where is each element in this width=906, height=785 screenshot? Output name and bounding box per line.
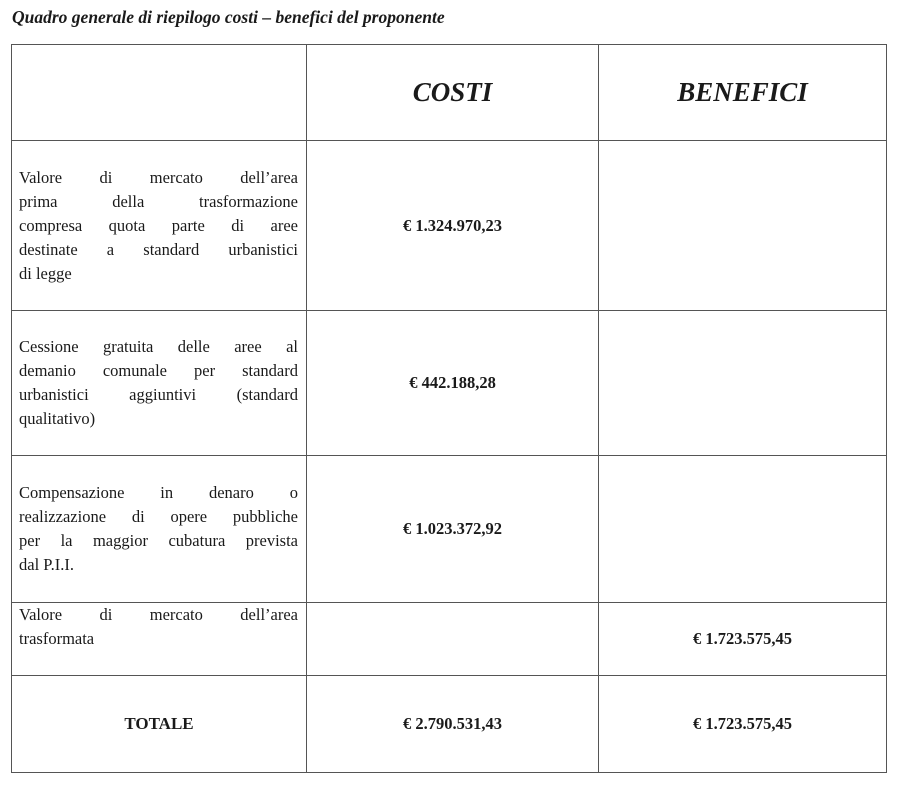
costi-value: € 442.188,28 <box>306 310 599 456</box>
total-benefici: € 1.723.575,45 <box>598 675 887 773</box>
table-row: Cessione gratuita delle aree al demanio … <box>11 310 887 456</box>
header-empty-cell <box>11 44 307 141</box>
document-title: Quadro generale di riepilogo costi – ben… <box>12 7 445 27</box>
total-label: TOTALE <box>11 675 307 773</box>
costi-value: € 1.023.372,92 <box>306 455 599 603</box>
cost-benefit-table: COSTI BENEFICI Valore di mercato dell’ar… <box>11 44 887 773</box>
table-row: Valore di mercato dell’area trasformata … <box>11 602 887 676</box>
header-benefici: BENEFICI <box>598 44 887 141</box>
costi-value <box>306 602 599 676</box>
benefici-value <box>598 140 887 311</box>
row-description: Cessione gratuita delle aree al demanio … <box>12 335 306 431</box>
table-row: Compensazione in denaro o realizzazione … <box>11 455 887 603</box>
desc-line: Valore di mercato dell’area <box>19 605 298 624</box>
desc-line: demanio comunale per standard <box>19 361 298 380</box>
desc-line: Compensazione in denaro o <box>19 483 298 502</box>
desc-line: destinate a standard urbanistici <box>19 239 298 259</box>
benefici-value: € 1.723.575,45 <box>598 602 887 676</box>
benefici-value <box>598 310 887 456</box>
desc-line: per la maggior cubatura prevista <box>19 531 298 550</box>
header-row: COSTI BENEFICI <box>11 44 887 141</box>
desc-line: dal P.I.I. <box>19 555 74 574</box>
desc-line: prima della trasformazione <box>19 191 298 211</box>
benefici-value <box>598 455 887 603</box>
row-description: Valore di mercato dell’area trasformata <box>12 603 306 651</box>
header-costi: COSTI <box>306 44 599 141</box>
desc-line: Cessione gratuita delle aree al <box>19 337 298 356</box>
desc-line: urbanistici aggiuntivi (standard <box>19 385 298 404</box>
desc-line: di legge <box>19 263 72 283</box>
desc-line: trasformata <box>19 629 95 648</box>
desc-line: realizzazione di opere pubbliche <box>19 507 298 526</box>
row-description: Valore di mercato dell’area prima della … <box>12 166 306 286</box>
desc-line: Valore di mercato dell’area <box>19 167 298 187</box>
row-description: Compensazione in denaro o realizzazione … <box>12 481 306 577</box>
total-costi: € 2.790.531,43 <box>306 675 599 773</box>
desc-line: compresa quota parte di aree <box>19 215 298 235</box>
desc-line: qualitativo) <box>19 409 96 428</box>
table-row: Valore di mercato dell’area prima della … <box>11 140 887 311</box>
total-row: TOTALE € 2.790.531,43 € 1.723.575,45 <box>11 675 887 773</box>
costi-value: € 1.324.970,23 <box>306 140 599 311</box>
